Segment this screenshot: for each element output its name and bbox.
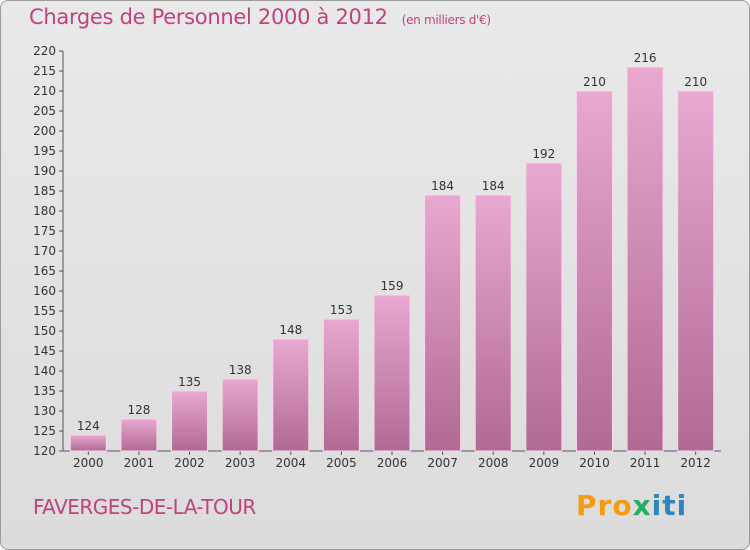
- bar: [373, 294, 411, 452]
- x-tick-label: 2009: [529, 456, 560, 470]
- data-label: 210: [684, 75, 707, 89]
- data-label: 135: [178, 375, 201, 389]
- bar: [221, 378, 259, 452]
- y-tick-label: 215: [33, 64, 56, 78]
- y-tick-label: 180: [33, 204, 56, 218]
- data-label: 128: [127, 403, 150, 417]
- y-tick-label: 125: [33, 424, 56, 438]
- bar: [677, 90, 715, 452]
- bar: [272, 338, 310, 452]
- y-tick-label: 175: [33, 224, 56, 238]
- chart-title-text: Charges de Personnel 2000 à 2012: [29, 5, 388, 29]
- data-label: 124: [77, 419, 100, 433]
- bar: [474, 194, 512, 452]
- logo-part-3: iti: [651, 489, 688, 522]
- x-tick-label: 2006: [377, 456, 408, 470]
- data-label: 216: [634, 51, 657, 65]
- data-label: 192: [532, 147, 555, 161]
- y-tick-label: 210: [33, 84, 56, 98]
- y-tick-label: 150: [33, 324, 56, 338]
- data-label: 159: [381, 279, 404, 293]
- y-tick-label: 195: [33, 144, 56, 158]
- bar: [525, 162, 563, 452]
- y-tick-label: 190: [33, 164, 56, 178]
- y-tick-label: 140: [33, 364, 56, 378]
- chart-title: Charges de Personnel 2000 à 2012 (en mill…: [29, 5, 491, 29]
- bar: [424, 194, 462, 452]
- x-tick-label: 2007: [427, 456, 458, 470]
- data-label: 184: [482, 179, 505, 193]
- x-tick-label: 2010: [579, 456, 610, 470]
- bar: [171, 390, 209, 452]
- proxiti-logo[interactable]: Proxiti: [576, 489, 687, 522]
- y-tick-label: 200: [33, 124, 56, 138]
- x-tick-label: 2003: [225, 456, 256, 470]
- y-tick-label: 160: [33, 284, 56, 298]
- y-tick-label: 135: [33, 384, 56, 398]
- commune-name: FAVERGES-DE-LA-TOUR: [33, 495, 256, 519]
- x-tick-label: 2002: [174, 456, 205, 470]
- x-tick-label: 2001: [124, 456, 155, 470]
- data-label: 148: [279, 323, 302, 337]
- data-label: 138: [229, 363, 252, 377]
- x-tick-label: 2005: [326, 456, 357, 470]
- data-label: 210: [583, 75, 606, 89]
- y-tick-label: 155: [33, 304, 56, 318]
- bar: [322, 318, 360, 452]
- bar: [69, 434, 107, 452]
- logo-part-1: Pro: [576, 489, 633, 522]
- chart-subtitle: (en milliers d'€): [401, 13, 491, 27]
- y-tick-label: 205: [33, 104, 56, 118]
- y-tick-label: 185: [33, 184, 56, 198]
- data-label: 184: [431, 179, 454, 193]
- y-tick-label: 165: [33, 264, 56, 278]
- y-tick-label: 220: [33, 44, 56, 58]
- logo-part-2: x: [632, 489, 652, 522]
- x-tick-label: 2004: [275, 456, 306, 470]
- x-tick-label: 2012: [680, 456, 711, 470]
- y-tick-label: 120: [33, 444, 56, 458]
- y-tick-label: 170: [33, 244, 56, 258]
- bar: [626, 66, 664, 452]
- bar: [120, 418, 158, 452]
- x-tick-label: 2000: [73, 456, 104, 470]
- bar: [575, 90, 613, 452]
- x-tick-label: 2011: [630, 456, 661, 470]
- data-label: 153: [330, 303, 353, 317]
- y-tick-label: 145: [33, 344, 56, 358]
- x-tick-label: 2008: [478, 456, 509, 470]
- y-tick-label: 130: [33, 404, 56, 418]
